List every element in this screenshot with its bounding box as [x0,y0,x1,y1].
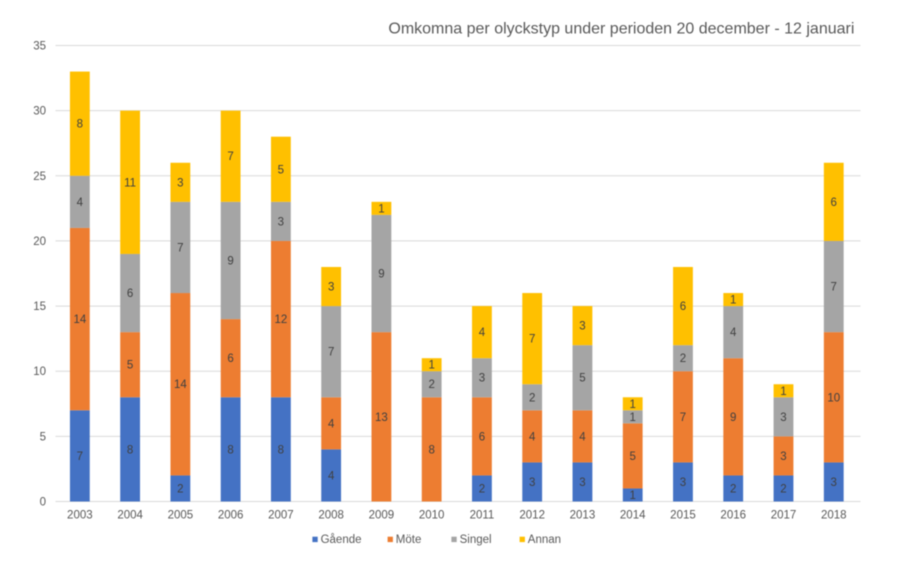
svg-text:2016: 2016 [720,509,746,521]
svg-text:2015: 2015 [670,509,696,521]
svg-text:9: 9 [730,412,736,424]
svg-text:2: 2 [680,353,686,365]
svg-text:1: 1 [428,360,434,372]
svg-text:4: 4 [579,431,586,443]
svg-text:8: 8 [127,444,133,456]
svg-text:1: 1 [780,386,786,398]
svg-text:8: 8 [227,444,233,456]
svg-text:35: 35 [33,41,46,53]
svg-text:7: 7 [529,334,535,346]
svg-text:6: 6 [680,301,686,313]
svg-text:4: 4 [328,470,335,482]
svg-text:2012: 2012 [519,509,545,521]
svg-text:7: 7 [177,242,183,254]
svg-text:14: 14 [174,379,187,391]
svg-text:25: 25 [33,171,46,183]
svg-text:3: 3 [831,477,837,489]
svg-text:2010: 2010 [419,509,445,521]
svg-text:9: 9 [227,255,233,267]
svg-text:3: 3 [579,321,585,333]
svg-text:3: 3 [529,477,535,489]
svg-text:5: 5 [127,360,133,372]
svg-text:3: 3 [177,177,183,189]
svg-text:2: 2 [177,483,183,495]
svg-text:Singel: Singel [460,534,492,546]
svg-text:2006: 2006 [218,509,244,521]
svg-text:3: 3 [579,477,585,489]
svg-text:2: 2 [730,483,736,495]
svg-text:12: 12 [274,314,287,326]
svg-text:1: 1 [378,203,384,215]
svg-text:Omkomna per olyckstyp under pe: Omkomna per olyckstyp under perioden 20 … [388,21,854,38]
svg-text:10: 10 [827,392,840,404]
svg-text:7: 7 [328,347,334,359]
svg-text:3: 3 [479,373,485,385]
svg-text:11: 11 [124,177,136,189]
svg-text:5: 5 [630,451,636,463]
svg-text:20: 20 [33,236,46,248]
svg-text:7: 7 [227,151,233,163]
svg-text:4: 4 [328,418,335,430]
svg-text:14: 14 [73,314,86,326]
svg-text:2: 2 [529,392,535,404]
svg-text:2005: 2005 [168,509,194,521]
svg-text:2007: 2007 [268,509,294,521]
svg-text:6: 6 [227,353,233,365]
svg-text:4: 4 [77,197,84,209]
svg-text:6: 6 [127,288,133,300]
svg-text:7: 7 [77,451,83,463]
svg-text:2013: 2013 [570,509,596,521]
svg-text:3: 3 [328,282,334,294]
svg-text:2003: 2003 [67,509,93,521]
svg-text:1: 1 [730,295,736,307]
svg-text:2014: 2014 [620,509,646,521]
svg-text:Annan: Annan [528,534,561,546]
svg-text:3: 3 [780,451,786,463]
svg-text:2: 2 [780,483,786,495]
svg-text:6: 6 [831,197,837,209]
svg-text:2018: 2018 [821,509,847,521]
svg-text:2: 2 [428,379,434,391]
svg-text:15: 15 [33,301,46,313]
svg-text:Möte: Möte [396,534,422,546]
svg-text:2: 2 [479,483,485,495]
svg-text:1: 1 [630,399,636,411]
svg-text:0: 0 [40,497,46,509]
svg-text:5: 5 [40,431,46,443]
svg-text:7: 7 [680,412,686,424]
svg-text:5: 5 [278,164,284,176]
svg-text:8: 8 [428,444,434,456]
svg-text:3: 3 [680,477,686,489]
svg-text:1: 1 [630,412,636,424]
svg-text:9: 9 [378,269,384,281]
svg-text:4: 4 [479,327,486,339]
svg-text:30: 30 [33,106,46,118]
svg-text:2008: 2008 [318,509,344,521]
svg-text:10: 10 [33,366,46,378]
svg-text:Gående: Gående [321,534,362,546]
svg-text:2011: 2011 [470,509,495,521]
svg-text:2004: 2004 [117,509,143,521]
svg-text:4: 4 [529,431,536,443]
svg-text:7: 7 [831,282,837,294]
svg-text:3: 3 [780,412,786,424]
svg-text:1: 1 [630,490,636,502]
svg-text:2009: 2009 [369,509,395,521]
svg-text:13: 13 [375,412,388,424]
svg-text:2017: 2017 [771,509,797,521]
svg-text:5: 5 [579,373,585,385]
svg-text:6: 6 [479,431,485,443]
svg-text:3: 3 [278,216,284,228]
svg-text:8: 8 [278,444,284,456]
svg-text:4: 4 [730,327,737,339]
svg-text:8: 8 [77,119,83,131]
